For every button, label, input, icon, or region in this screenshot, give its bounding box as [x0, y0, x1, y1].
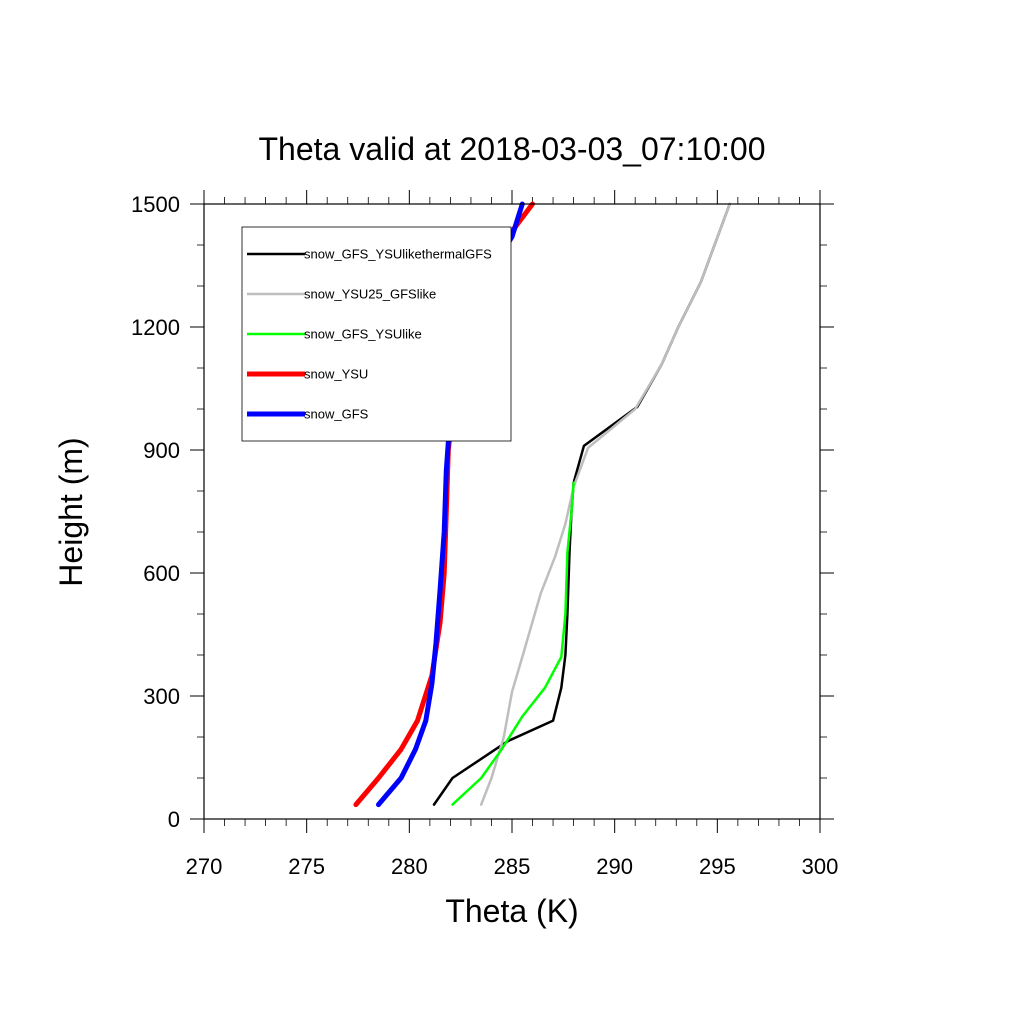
legend-label: snow_YSU [304, 367, 368, 382]
x-tick-label: 275 [288, 854, 325, 879]
y-tick-label: 1200 [131, 315, 180, 340]
axis-ticks: 270 275 280 285 290 295 300 0 300 600 900 1200 1500 [131, 190, 838, 879]
x-tick-label: 295 [699, 854, 736, 879]
legend-label: snow_GFS_YSUlike [304, 327, 422, 342]
x-axis-label: Theta (K) [445, 893, 578, 929]
series-line-snow_YSU25_GFSlike [479, 202, 731, 806]
legend-label: snow_GFS_YSUlikethermalGFS [304, 247, 492, 262]
series-line-snow_GFS_YSUlike [451, 481, 575, 806]
legend-label: snow_GFS [304, 407, 369, 422]
chart-title: Theta valid at 2018-03-03_07:10:00 [258, 131, 765, 167]
plot-frame [203, 203, 821, 820]
legend: snow_GFS_YSUlikethermalGFS snow_YSU25_GFS… [241, 226, 512, 442]
y-tick-label: 600 [143, 561, 180, 586]
y-tick-label: 900 [143, 438, 180, 463]
y-tick-label: 0 [168, 807, 180, 832]
x-tick-label: 280 [391, 854, 428, 879]
y-tick-label: 300 [143, 684, 180, 709]
y-tick-label: 1500 [131, 192, 180, 217]
x-tick-label: 300 [802, 854, 839, 879]
legend-label: snow_YSU25_GFSlike [304, 287, 436, 302]
y-axis-label: Height (m) [53, 437, 89, 586]
x-tick-label: 270 [186, 854, 223, 879]
x-tick-label: 290 [596, 854, 633, 879]
x-tick-label: 285 [494, 854, 531, 879]
